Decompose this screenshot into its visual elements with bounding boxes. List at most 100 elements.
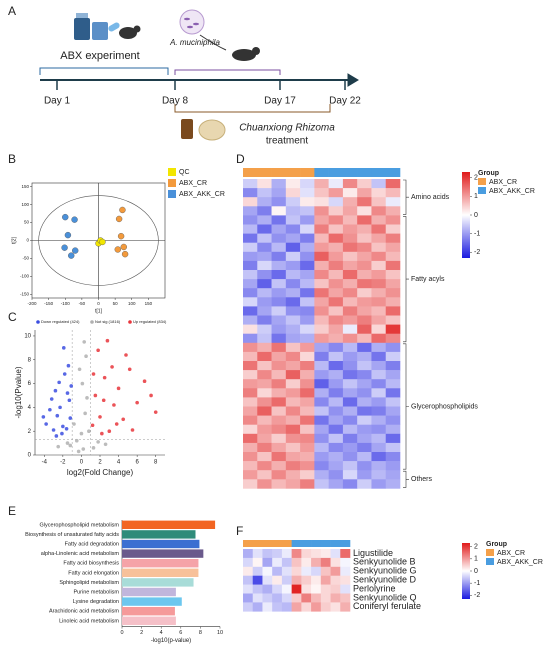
- row-label: Ligustilide: [353, 548, 393, 558]
- volcano-point: [107, 429, 112, 433]
- heatmap-cell: [285, 206, 301, 216]
- heatmap-cell: [320, 584, 331, 594]
- score-point: [115, 215, 123, 223]
- heatmap-cell: [328, 315, 344, 325]
- row-group-bracket: [403, 216, 409, 343]
- heatmap-cell: [252, 549, 263, 559]
- heatmap-cell: [357, 342, 372, 353]
- volcano-point: [142, 379, 147, 383]
- day-label: Day 1: [44, 96, 71, 107]
- heatmap-cell: [385, 433, 401, 444]
- heatmap-cell: [340, 593, 351, 603]
- heatmap-cell: [342, 479, 358, 489]
- jar-icon: [181, 119, 193, 139]
- row-label: Coniferyl ferulate: [353, 601, 421, 611]
- heatmap-cell: [371, 188, 387, 198]
- heatmap-cell: [257, 370, 272, 380]
- heatmap-cell: [328, 233, 344, 243]
- heatmap-cell: [371, 288, 387, 298]
- heatmap-cell: [285, 251, 301, 262]
- heatmap-cell: [371, 433, 387, 444]
- heatmap-cell: [328, 251, 344, 262]
- x-tick-label: -50: [79, 301, 86, 306]
- heatmap-cell: [385, 188, 401, 198]
- volcano-point: [91, 446, 96, 450]
- heatmap-cell: [340, 584, 351, 594]
- heatmap-cell: [271, 433, 287, 444]
- heatmap-cell: [385, 270, 401, 280]
- heatmap-cell: [314, 433, 329, 444]
- heatmap-cell: [357, 406, 372, 416]
- color-bar-label: 0: [474, 568, 478, 575]
- x-tick-label: 10: [217, 630, 223, 636]
- heatmap-cell: [285, 479, 301, 489]
- legend-label: QC: [179, 169, 190, 176]
- row-label: Senkyunolide Q: [353, 592, 417, 602]
- heatmap-cell: [285, 279, 301, 289]
- legend-label: ABX_AKK_CR: [497, 559, 543, 566]
- heatmap-cell: [257, 242, 272, 253]
- heatmap-cell: [330, 593, 341, 603]
- volcano-point: [56, 444, 61, 449]
- heatmap-cell: [342, 224, 358, 234]
- heatmap-cell: [342, 424, 358, 435]
- heatmap-cell: [285, 424, 301, 435]
- heatmap-cell: [262, 549, 273, 559]
- row-group-bracket: [403, 343, 409, 470]
- heatmap-cell: [243, 593, 254, 603]
- x-tick-label: -150: [44, 301, 54, 306]
- abx-bracket: [39, 67, 169, 75]
- heatmap-cell: [357, 452, 372, 462]
- legend-swatch: [168, 179, 176, 187]
- heatmap-cell: [357, 351, 372, 362]
- heatmap-cell: [342, 288, 358, 298]
- x-tick-label: 2: [140, 630, 143, 636]
- heatmap-cell: [271, 415, 287, 425]
- heatmap-cell: [285, 461, 301, 471]
- heatmap-cell: [314, 415, 329, 425]
- heatmap-cell: [271, 379, 287, 389]
- heatmap-cell: [371, 224, 387, 234]
- y-tick-label: Linoleic acid metabolism: [59, 618, 119, 624]
- heatmap-cell: [371, 197, 387, 207]
- heatmap-cell: [271, 270, 287, 280]
- heatmap-cell: [285, 361, 301, 371]
- heatmap-cell: [243, 342, 258, 353]
- heatmap-cell: [314, 342, 329, 353]
- bar: [122, 587, 176, 597]
- heatmap-cell: [328, 197, 344, 207]
- heatmap-cell: [314, 379, 329, 389]
- heatmap-cell: [243, 361, 258, 371]
- heatmap-cell: [314, 361, 329, 371]
- volcano-point: [54, 434, 59, 438]
- heatmap-cell: [371, 406, 387, 416]
- heatmap-cell: [300, 406, 315, 416]
- group-bar: [357, 168, 372, 177]
- heatmap-cell: [371, 324, 387, 334]
- box-icon: [92, 22, 108, 40]
- heatmap-cell: [328, 370, 344, 380]
- panel-label: E: [8, 504, 16, 518]
- heatmap-cell: [385, 424, 401, 435]
- heatmap-cell: [300, 288, 315, 298]
- x-tick-label: -200: [27, 301, 37, 306]
- x-tick-label: 6: [135, 460, 139, 466]
- heatmap-cell: [300, 461, 315, 471]
- legend-label: ABX_CR: [179, 180, 207, 187]
- heatmap-cell: [271, 324, 287, 334]
- y-tick-label: Fatty acid degradation: [65, 541, 119, 547]
- heatmap-cell: [271, 470, 287, 480]
- group-bar: [262, 540, 273, 547]
- heatmap-cell: [342, 242, 358, 253]
- heatmap-cell: [314, 224, 329, 234]
- y-tick-label: 2: [28, 429, 32, 435]
- heatmap-cell: [342, 342, 358, 353]
- heatmap-cell: [311, 549, 322, 559]
- color-bar-label: 2: [474, 543, 478, 550]
- group-bar: [281, 540, 292, 547]
- score-point: [72, 247, 79, 254]
- arrow: [199, 34, 227, 51]
- heatmap-cell: [243, 224, 258, 234]
- heatmap-cell: [281, 549, 292, 559]
- heatmap-cell: [311, 575, 322, 585]
